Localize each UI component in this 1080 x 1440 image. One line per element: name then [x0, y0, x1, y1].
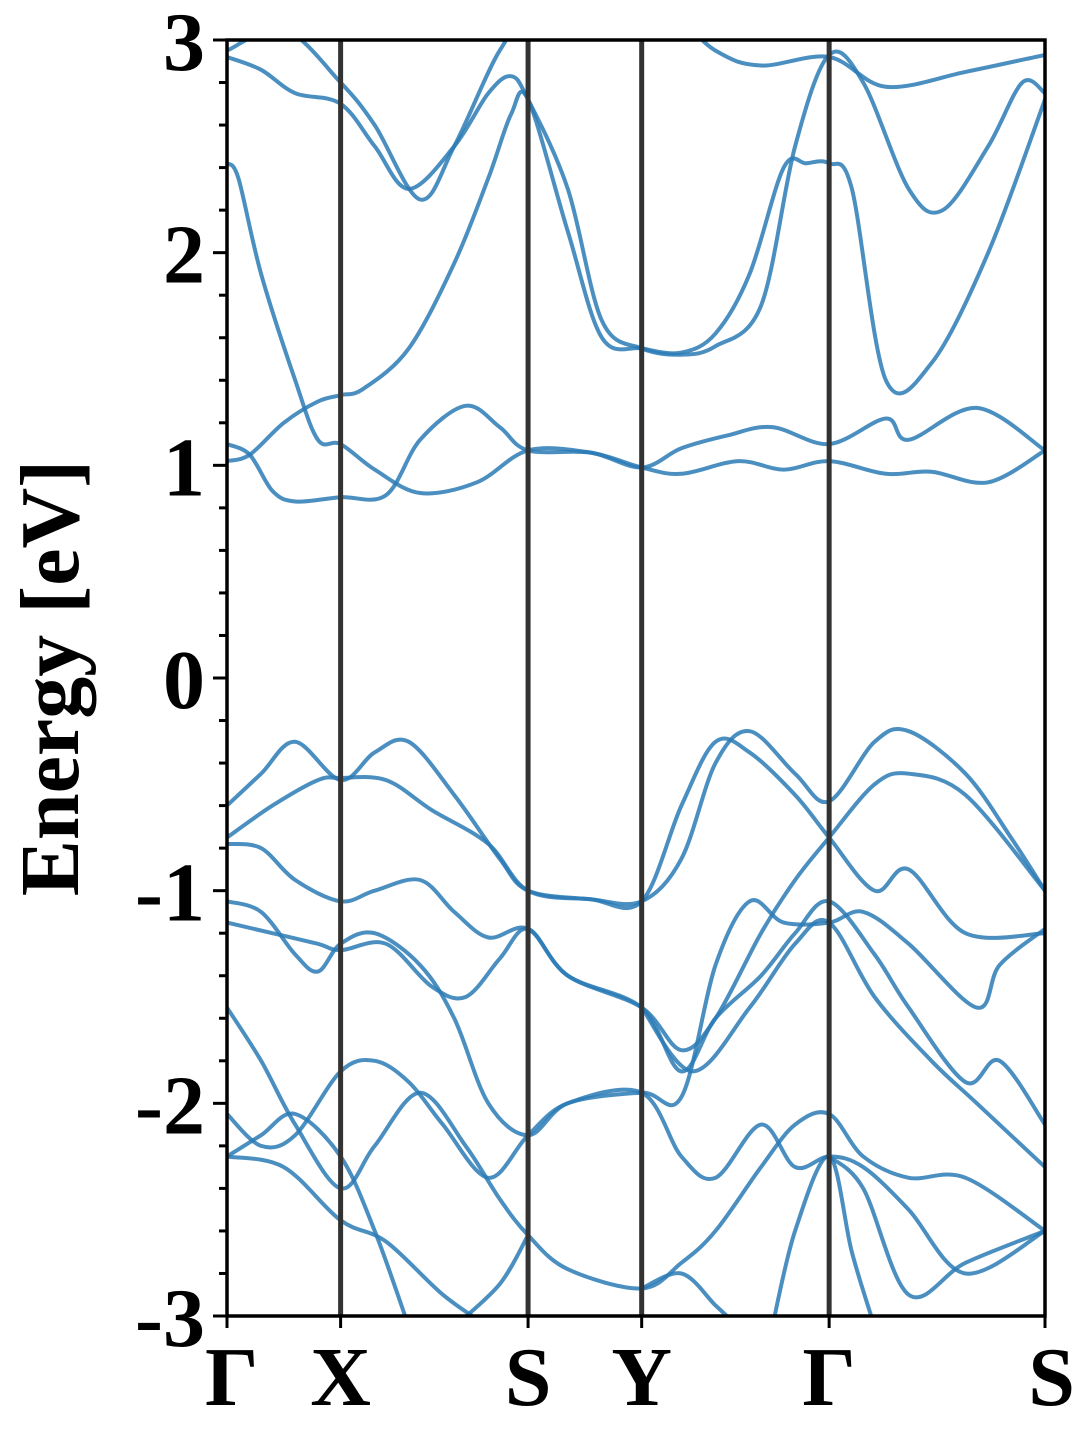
- band-line-4: [227, 49, 1045, 357]
- band-lines: [227, 40, 1045, 1316]
- x-tick-label: S: [505, 1331, 552, 1424]
- band-line-8: [227, 771, 1045, 1053]
- y-tick-label: -1: [135, 847, 205, 940]
- x-tick-label: X: [310, 1331, 371, 1424]
- band-line-18: [827, 1154, 1045, 1300]
- y-axis-title: Energy [eV]: [4, 460, 97, 896]
- band-line-3: [227, 403, 1045, 504]
- x-tick-label: Γ: [802, 1331, 855, 1424]
- band-line-2: [227, 89, 1045, 464]
- band-line-13: [227, 1111, 408, 1316]
- high-symmetry-lines: [338, 40, 832, 1316]
- y-axis-ticks: -3 -2 -1 0 1 2 3: [135, 0, 227, 1365]
- band-line-12: [227, 1057, 1045, 1276]
- y-tick-label: 0: [163, 634, 205, 727]
- band-line-15: [463, 1233, 531, 1316]
- x-tick-label: Y: [611, 1331, 672, 1424]
- y-tick-label: -3: [135, 1272, 205, 1365]
- x-tick-label: S: [1028, 1331, 1075, 1424]
- x-tick-label: Γ: [205, 1331, 258, 1424]
- band-line-9: [227, 898, 1045, 1138]
- band-line-5: [227, 40, 1045, 202]
- plot-frame: [225, 38, 1047, 1318]
- y-tick-label: 3: [163, 0, 205, 89]
- band-line-1: [227, 161, 1045, 496]
- band-line-14: [227, 1154, 476, 1316]
- y-tick-label: -2: [135, 1059, 205, 1152]
- band-line-6: [227, 726, 1045, 907]
- band-line-16: [639, 1271, 730, 1316]
- band-line-7: [227, 736, 1045, 940]
- y-tick-label: 1: [163, 421, 205, 514]
- y-tick-label: 2: [163, 209, 205, 302]
